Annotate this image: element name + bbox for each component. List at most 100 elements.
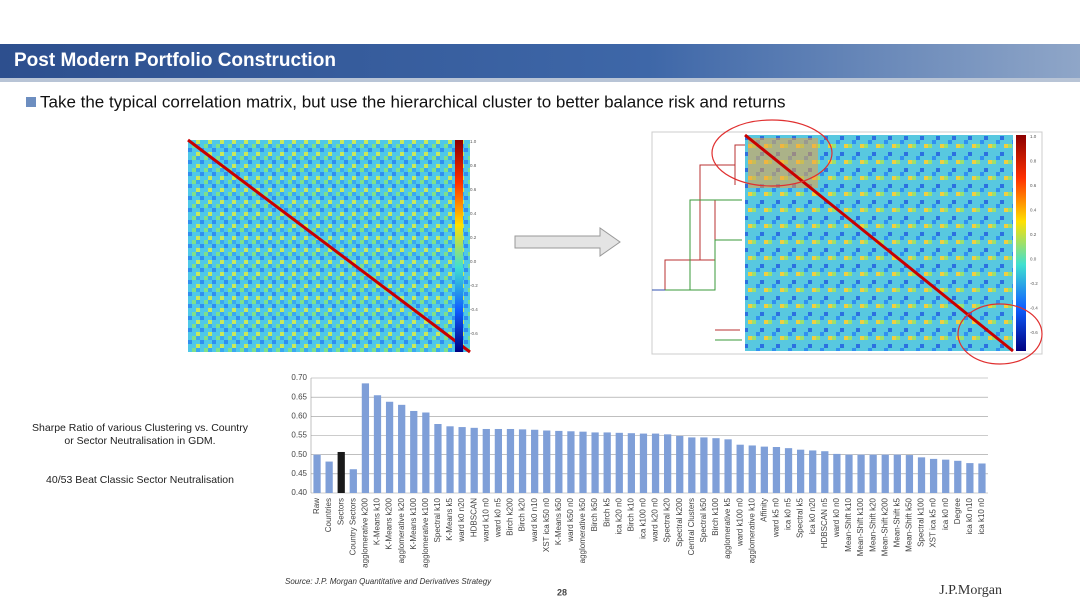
arrow [514,227,621,257]
x-tick-label: Mean-Shift k10 [844,497,853,551]
x-tick-label: Spectral k200 [675,497,684,546]
colorbar-tick-label: 1.0 [1030,134,1037,139]
x-tick-label: Mean-Shift k50 [905,497,914,551]
x-tick-label: agglomerative k200 [361,497,370,567]
colorbar-tick-label: -0.6 [470,331,478,336]
x-tick-label: Countries [324,498,333,532]
colorbar-tick-label: -0.2 [1030,281,1038,286]
bar [313,454,321,493]
y-tick-label: 0.50 [291,450,307,459]
bar [506,428,515,493]
bar [821,451,829,493]
colorbar-tick-label: 0.2 [1030,232,1037,237]
colorbar-tick-label: 0.2 [470,235,477,240]
bar [434,424,442,493]
colorbar-tick-label: 1.0 [470,139,477,144]
x-tick-label: Birch k200 [506,497,515,535]
x-tick-label: ward k20 n0 [651,497,660,542]
bar [531,429,539,493]
x-tick-label: ica k20 n0 [614,497,623,534]
x-tick-label: Sectors [336,498,345,525]
source: Source: J.P. Morgan Quantitative and Der… [285,577,492,586]
bar [760,446,768,493]
bar [966,463,974,493]
x-tick-label: Birch k10 [626,497,635,531]
x-tick-label: Spectral k50 [699,497,708,542]
logo: J.P.Morgan [939,583,1002,598]
x-tick-label: ward k0 n5 [493,497,502,538]
bar [700,437,708,493]
x-tick-label: Central Clusters [687,498,696,555]
bar [869,454,877,493]
x-tick-label: HDBSCAN n5 [820,497,829,548]
x-tick-label: ica k100 n0 [639,497,648,538]
bar [361,383,370,493]
bar [833,453,841,493]
bar [784,448,793,493]
y-tick-label: 0.40 [291,488,307,497]
bar [978,463,986,493]
colorbar-tick-label: -0.2 [470,283,478,288]
bar [422,412,430,493]
bar [615,432,623,493]
right-heatmap [651,119,1043,365]
bar [917,457,926,493]
x-tick-label: Birch k20 [518,497,527,531]
x-tick-label: HDBSCAN [469,498,478,537]
bar [325,461,333,493]
x-tick-label: Birch k50 [590,497,599,531]
colorbar-tick-label: 0.0 [1030,257,1037,262]
bar [518,429,527,493]
header-band [0,44,1080,78]
x-tick-label: ward k0 n10 [530,497,539,542]
x-tick-label: ica k0 n0 [941,497,950,530]
bar [942,459,950,493]
bar [482,428,490,493]
bar [349,469,357,493]
x-tick-label: Mean-Shift k5 [892,497,901,547]
colorbar-tick-label: 0.6 [1030,183,1037,188]
bar [639,433,648,493]
x-tick-label: K-Means k10 [373,497,382,545]
bar [664,434,672,493]
x-tick-label: ica k0 n10 [965,497,974,534]
bar [627,433,635,493]
bar [893,454,901,493]
x-tick-label: agglomerative k20 [397,497,406,563]
bar [410,410,418,493]
bar [337,451,345,493]
y-tick-label: 0.60 [291,411,307,420]
side-text: or Sector Neutralisation in GDM. [64,435,215,447]
y-tick-label: 0.70 [291,373,307,382]
bar [905,455,914,493]
colorbar-tick-label: 0.8 [1030,159,1037,164]
bullet-text: Take the typical correlation matrix, but… [40,92,786,111]
x-tick-label: Birch k100 [711,497,720,535]
bullet-marker [26,97,36,107]
x-tick-label: ward k50 n0 [566,497,575,542]
bar [881,454,889,493]
x-tick-label: Spectral k20 [663,497,672,542]
x-tick-label: Degree [953,497,962,524]
bar [857,454,865,493]
x-tick-label: Spectral k100 [917,497,926,546]
x-tick-label: ward k5 n0 [772,497,781,538]
bar [555,430,563,493]
bar [772,447,781,493]
x-tick-label: XST ica k5 n0 [929,497,938,547]
colorbar-tick-label: 0.6 [470,187,477,192]
x-tick-label: ica k10 n0 [977,497,986,534]
bar [591,432,599,493]
left-heatmap [187,138,471,354]
bar [954,460,962,493]
bar [929,458,938,493]
x-tick-label: ward k0 n20 [457,497,466,542]
bar [796,449,805,493]
bar [458,427,466,493]
colorbar-tick-label: -0.6 [1030,330,1038,335]
y-tick-label: 0.45 [291,469,307,478]
colorbar-tick-label: 0.4 [1030,208,1037,213]
x-tick-label: Mean-Shift k20 [868,497,877,551]
x-tick-label: Affinity [759,498,768,522]
